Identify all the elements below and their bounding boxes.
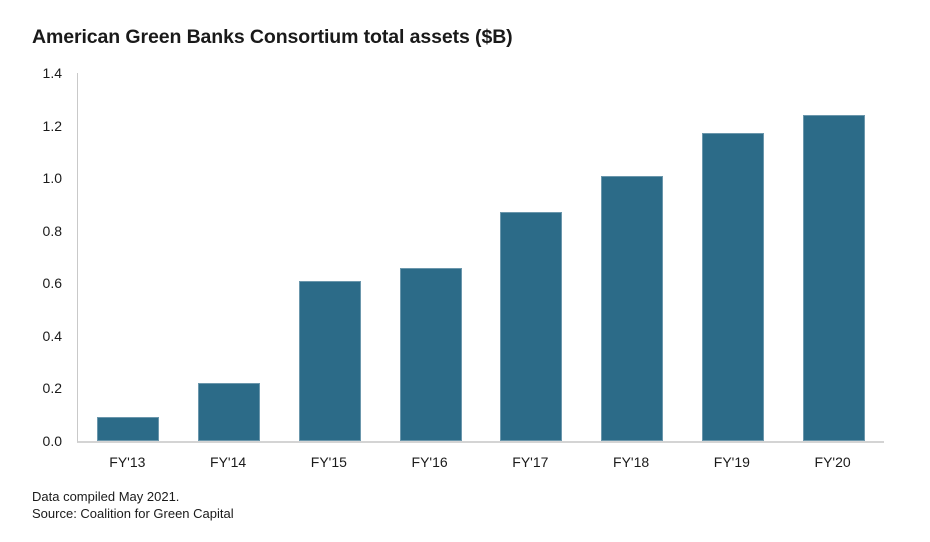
bar-slot [179,73,280,441]
y-tick-label: 1.0 [42,170,62,187]
bar-fy18 [601,175,664,441]
bar-fy14 [198,383,261,441]
footnote-source: Source: Coalition for Green Capital [32,506,234,521]
plot-area [77,73,884,443]
bar-slot [78,73,179,441]
x-tick-label: FY'18 [613,454,650,470]
bar-slot [380,73,481,441]
x-tick-label: FY'15 [310,454,347,470]
bar-slot [582,73,683,441]
y-tick-label: 0.4 [42,327,62,344]
y-tick-label: 1.4 [42,65,62,81]
y-tick-label: 1.2 [42,117,62,134]
bar-fy20 [802,115,865,441]
chart-title: American Green Banks Consortium total as… [32,26,513,48]
bar-slot [683,73,784,441]
x-axis: FY'13 FY'14 FY'15 FY'16 FY'17 FY'18 FY'19 FY'20 [77,454,883,470]
x-tick-label: FY'13 [109,454,146,470]
footnote-compiled-date: Data compiled May 2021. [32,489,180,504]
bar-fy19 [701,133,764,441]
x-tick-label: FY'17 [512,454,549,470]
bar-slot [481,73,582,441]
x-tick-label: FY'14 [210,454,247,470]
bar-fy13 [97,417,160,441]
y-tick-label: 0.0 [42,433,62,449]
x-tick-label: FY'19 [713,454,750,470]
x-tick-label: FY'16 [411,454,448,470]
footnotes: Data compiled May 2021. Source: Coalitio… [32,488,234,522]
bar-series [78,73,884,441]
bar-fy15 [298,280,361,441]
y-tick-label: 0.6 [42,275,62,292]
bar-slot [783,73,884,441]
bar-slot [280,73,381,441]
x-tick-label: FY'20 [814,454,851,470]
bar-fy16 [399,267,462,441]
y-tick-label: 0.8 [42,222,62,239]
y-tick-label: 0.2 [42,380,62,397]
bar-fy17 [500,212,563,441]
y-axis: 0.0 0.2 0.4 0.6 0.8 1.0 1.2 1.4 [0,65,62,449]
